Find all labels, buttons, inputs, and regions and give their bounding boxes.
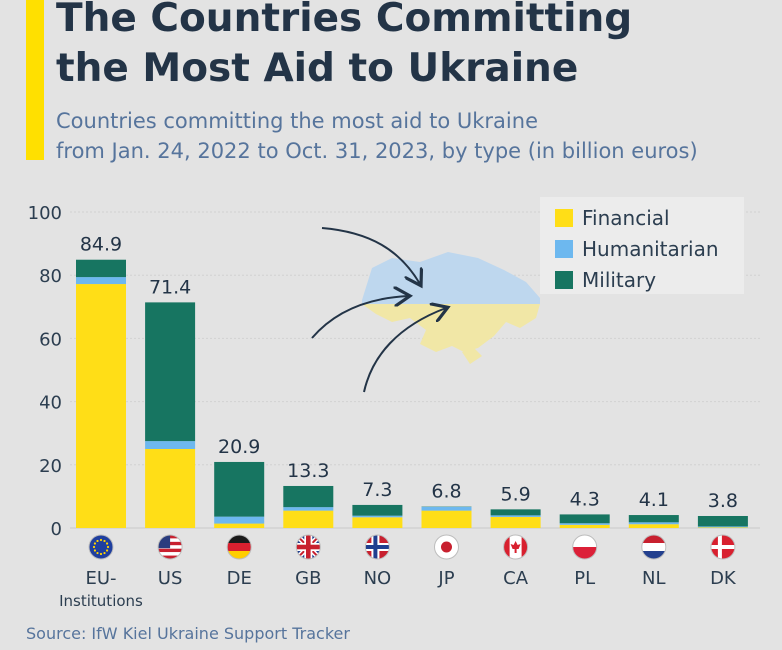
bar-total-label: 4.1 <box>639 489 669 511</box>
y-tick-label: 60 <box>39 329 62 350</box>
us-flag-icon <box>157 534 183 560</box>
arrow <box>321 227 420 284</box>
legend-box <box>540 197 744 294</box>
source-note: Source: IfW Kiel Ukraine Support Tracker <box>26 624 350 643</box>
legend-label: Financial <box>582 206 670 230</box>
military-segment <box>697 515 748 527</box>
title-line-1: The Countries Committing <box>56 0 633 41</box>
map-south <box>362 304 540 352</box>
military-segment <box>559 514 610 524</box>
financial-segment <box>214 523 265 528</box>
humanitarian-segment <box>145 441 196 449</box>
bar-total-label: 20.9 <box>218 436 260 458</box>
y-tick-label: 100 <box>28 203 62 224</box>
x-tick-label: PL <box>574 568 595 589</box>
subtitle-line-2: from Jan. 24, 2022 to Oct. 31, 2023, by … <box>56 139 698 163</box>
bar-total-label: 13.3 <box>287 460 329 482</box>
financial-segment <box>421 510 472 528</box>
financial-segment <box>352 517 403 528</box>
humanitarian-segment <box>559 523 610 525</box>
map-north <box>362 252 540 304</box>
military-segment <box>628 515 679 523</box>
legend-swatch <box>555 240 573 258</box>
humanitarian-segment <box>697 526 748 528</box>
humanitarian-segment <box>490 515 541 517</box>
bar-total-label: 4.3 <box>570 488 600 510</box>
subtitle: Countries committing the most aid to Ukr… <box>56 106 776 166</box>
humanitarian-segment <box>628 522 679 525</box>
bar-total-label: 84.9 <box>80 234 122 256</box>
financial-segment <box>145 449 196 528</box>
legend-label: Military <box>582 268 656 292</box>
humanitarian-segment <box>421 506 472 511</box>
bar-total-label: 3.8 <box>708 490 738 512</box>
map-crimea <box>462 348 482 364</box>
financial-segment <box>697 527 748 528</box>
bar-total-label: 71.4 <box>149 276 191 298</box>
y-tick-label: 0 <box>51 519 62 540</box>
military-segment <box>76 259 126 278</box>
x-tick-label: GB <box>295 568 321 589</box>
ca-flag-icon <box>503 534 529 560</box>
x-tick-label: EU- <box>85 568 116 589</box>
military-segment <box>283 485 334 508</box>
financial-segment <box>628 524 679 528</box>
y-tick-label: 80 <box>39 266 62 287</box>
humanitarian-segment <box>214 516 265 524</box>
accent-bar <box>26 0 44 160</box>
subtitle-line-1: Countries committing the most aid to Ukr… <box>56 109 538 133</box>
military-segment <box>490 509 541 516</box>
legend-swatch <box>555 271 573 289</box>
eu-flag-icon <box>88 534 114 560</box>
y-tick-label: 20 <box>39 456 62 477</box>
x-tick-label: NO <box>364 568 392 589</box>
financial-segment <box>76 284 126 528</box>
x-tick-label: DK <box>710 568 737 589</box>
no-flag-icon <box>364 534 390 560</box>
legend-label: Humanitarian <box>582 237 719 261</box>
military-segment <box>214 461 265 517</box>
arrow <box>311 296 408 339</box>
y-tick-label: 40 <box>39 393 62 414</box>
financial-segment <box>490 516 541 528</box>
arrow <box>363 308 446 393</box>
gb-flag-icon <box>295 534 321 560</box>
financial-segment <box>283 510 334 528</box>
ukraine-map-icon <box>362 252 540 364</box>
de-flag-icon <box>226 534 252 560</box>
humanitarian-segment <box>283 507 334 511</box>
humanitarian-segment <box>352 515 403 518</box>
pl-flag-icon <box>572 534 598 560</box>
bar-total-label: 7.3 <box>362 479 392 501</box>
x-tick-label: NL <box>642 568 666 589</box>
x-tick-label: JP <box>437 568 454 589</box>
x-tick-label: DE <box>227 568 252 589</box>
legend: Financial Humanitarian Military <box>540 197 744 294</box>
financial-segment <box>559 524 610 528</box>
x-tick-label: US <box>158 568 183 589</box>
page-title: The Countries Committing the Most Aid to… <box>56 0 776 94</box>
dk-flag-icon <box>710 534 736 560</box>
humanitarian-segment <box>76 277 126 285</box>
bar-total-label: 5.9 <box>500 483 530 505</box>
military-segment <box>352 504 403 516</box>
title-line-2: the Most Aid to Ukraine <box>56 46 579 91</box>
legend-swatch <box>555 209 573 227</box>
bar-total-label: 6.8 <box>431 481 461 503</box>
jp-flag-icon <box>434 534 459 560</box>
x-tick-label: CA <box>503 568 529 589</box>
nl-flag-icon <box>641 534 667 560</box>
x-tick-label: Institutions <box>59 592 143 610</box>
military-segment <box>145 302 196 442</box>
